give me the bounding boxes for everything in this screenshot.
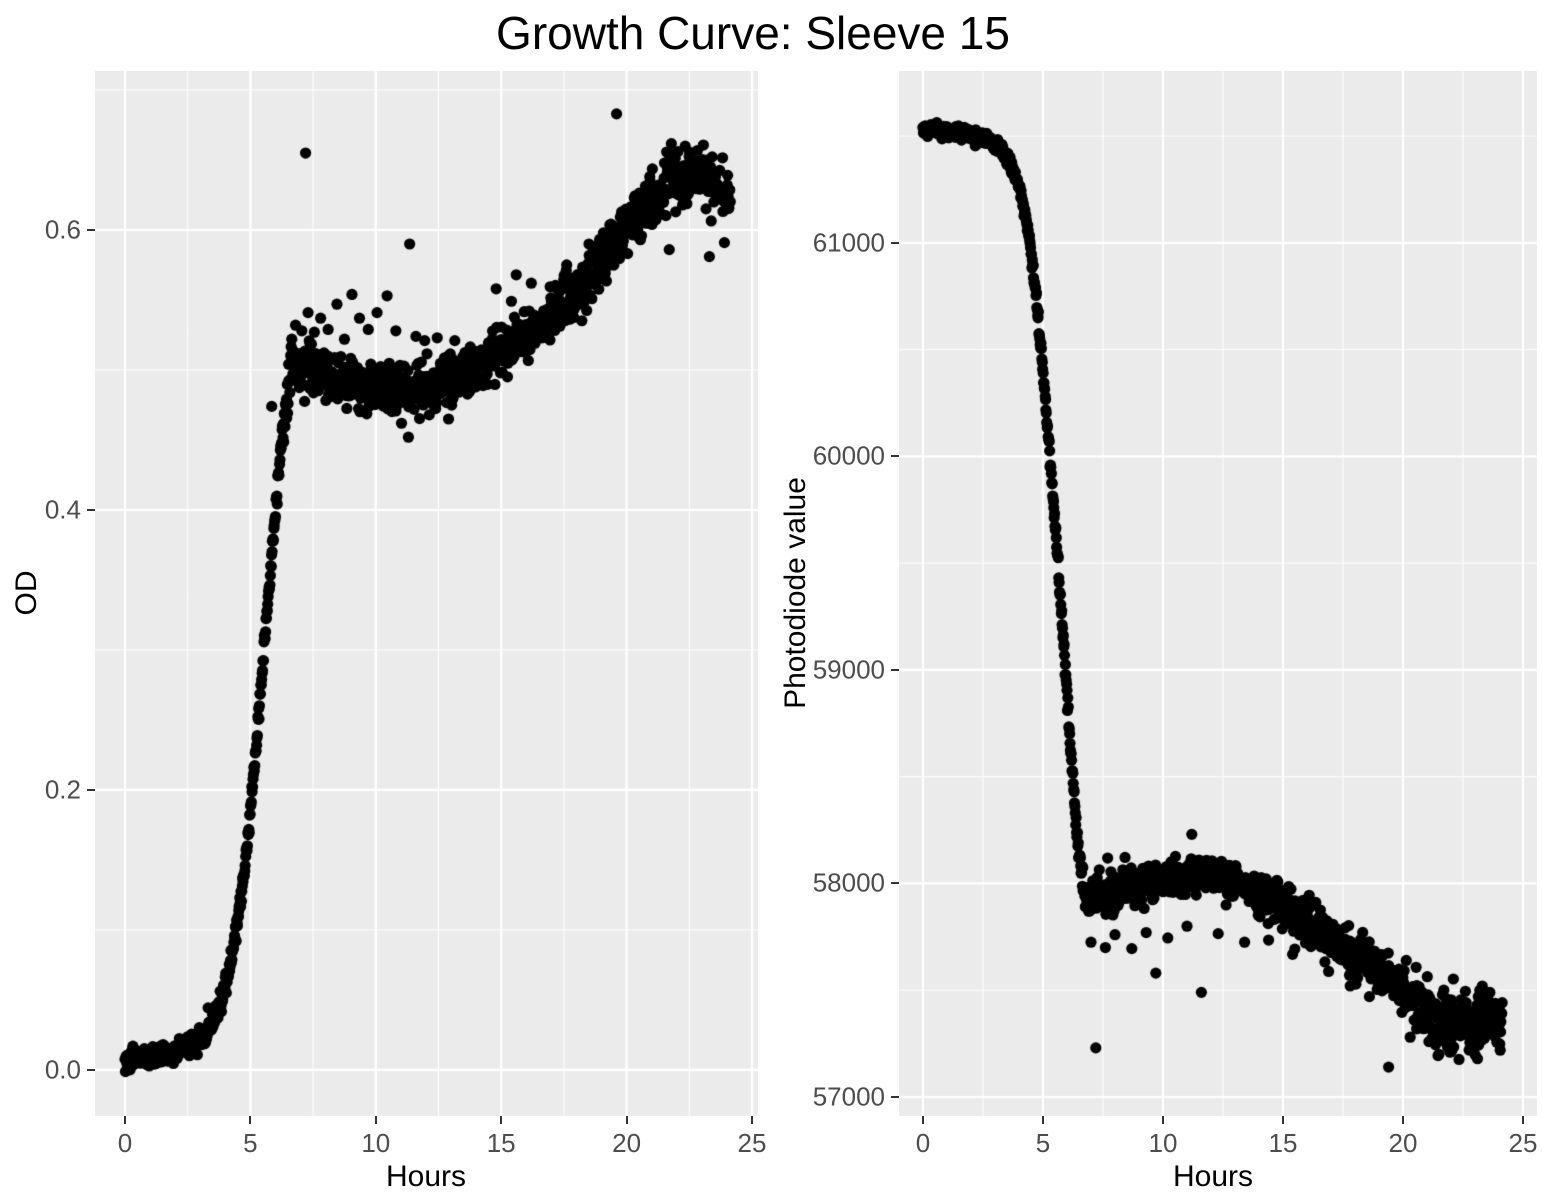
y-axis-title-photodiode: Photodiode value bbox=[779, 477, 812, 709]
y-tick-mark bbox=[87, 788, 95, 791]
y-tick-mark bbox=[891, 668, 899, 671]
x-tick-mark bbox=[249, 1116, 252, 1124]
y-tick-mark bbox=[87, 1068, 95, 1071]
y-tick-label: 60000 bbox=[812, 440, 885, 471]
x-tick-label: 5 bbox=[243, 1128, 258, 1158]
od-scatter-canvas bbox=[95, 71, 758, 1116]
x-tick-label: 10 bbox=[361, 1128, 391, 1158]
x-tick-label: 5 bbox=[1035, 1128, 1051, 1158]
x-tick-label: 10 bbox=[1148, 1128, 1178, 1158]
y-tick-label: 0.2 bbox=[44, 774, 81, 805]
y-tick-label: 0.6 bbox=[44, 214, 81, 245]
x-axis-title-right: Hours bbox=[1172, 1160, 1254, 1193]
x-tick-mark bbox=[1162, 1116, 1164, 1124]
x-tick-mark bbox=[1282, 1116, 1284, 1124]
y-tick-label: 57000 bbox=[812, 1081, 885, 1112]
x-tick-label: 20 bbox=[612, 1128, 642, 1158]
od-panel bbox=[95, 71, 758, 1116]
x-tick-label: 0 bbox=[915, 1128, 931, 1158]
y-tick-mark bbox=[87, 229, 95, 232]
photodiode-scatter-canvas bbox=[899, 71, 1537, 1116]
x-axis-title-left: Hours bbox=[385, 1160, 467, 1193]
x-tick-mark bbox=[1522, 1116, 1524, 1124]
x-tick-mark bbox=[751, 1116, 753, 1124]
photodiode-panel bbox=[899, 71, 1537, 1116]
y-tick-label: 0.4 bbox=[44, 494, 81, 525]
x-tick-label: 15 bbox=[1268, 1128, 1298, 1158]
y-axis-title-od: OD bbox=[10, 570, 43, 616]
y-tick-mark bbox=[891, 241, 899, 244]
x-tick-label: 25 bbox=[737, 1128, 767, 1158]
y-tick-label: 59000 bbox=[812, 654, 885, 685]
y-tick-label: 0.0 bbox=[44, 1054, 81, 1085]
y-tick-mark bbox=[891, 455, 899, 458]
x-tick-mark bbox=[500, 1116, 503, 1124]
y-tick-mark bbox=[891, 882, 899, 885]
x-tick-mark bbox=[625, 1116, 628, 1124]
chart-title: Growth Curve: Sleeve 15 bbox=[496, 7, 1010, 59]
x-tick-mark bbox=[1042, 1116, 1044, 1124]
y-tick-label: 61000 bbox=[812, 227, 885, 258]
x-tick-mark bbox=[374, 1116, 377, 1124]
y-tick-mark bbox=[891, 1095, 899, 1098]
x-tick-mark bbox=[1402, 1116, 1404, 1124]
x-tick-label: 20 bbox=[1388, 1128, 1418, 1158]
x-tick-mark bbox=[922, 1116, 924, 1124]
y-tick-label: 58000 bbox=[812, 867, 885, 898]
x-tick-label: 25 bbox=[1508, 1128, 1538, 1158]
x-tick-label: 0 bbox=[117, 1128, 133, 1158]
x-tick-mark bbox=[123, 1116, 126, 1124]
x-tick-label: 15 bbox=[486, 1128, 516, 1158]
y-tick-mark bbox=[87, 508, 95, 511]
